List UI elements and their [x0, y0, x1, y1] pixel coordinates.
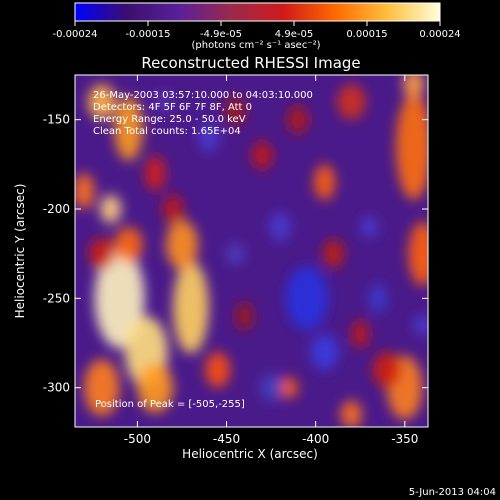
heatmap-blob [395, 93, 428, 200]
y-axis: -150 -200 -250 -300 [43, 113, 428, 395]
colorbar-ticks: -0.00024 -0.00015 -4.9e-05 4.9e-05 0.00015 0.… [53, 21, 461, 40]
info-text: 26-May-2003 03:57:10.000 to 04:03:10.000… [93, 90, 313, 137]
heatmap-blob [369, 284, 387, 313]
heatmap-blob [413, 314, 428, 336]
y-tick-label: -250 [43, 291, 70, 305]
colorbar-frame [74, 2, 441, 22]
peak-label: Position of Peak = [-505,-255] [95, 399, 245, 410]
x-axis-label: Heliocentric X (arcsec) [182, 447, 318, 461]
x-tick-label: -350 [391, 432, 418, 446]
heatmap-blob [144, 155, 166, 192]
heatmap-blob [162, 194, 184, 224]
heatmap-blob [269, 212, 291, 242]
heatmap-blob [165, 219, 198, 270]
heatmap-blob [137, 362, 174, 413]
y-tick-label: -300 [43, 381, 70, 395]
heatmap-blob [173, 261, 209, 354]
heatmap-blob [226, 243, 245, 265]
heatmap-blob [337, 84, 366, 120]
heatmap-blob [83, 359, 120, 417]
heatmap-blob [114, 226, 143, 263]
x-tick-label: -500 [124, 432, 151, 446]
heatmap-blob [280, 377, 298, 399]
y-axis-label: Heliocentric Y (arcsec) [13, 184, 27, 319]
heatmap-blob [310, 334, 339, 370]
heatmap-blob [99, 194, 122, 224]
heatmap-blob [89, 237, 115, 270]
heatmap-blob [205, 352, 231, 388]
colorbar-tick-label: 0.00015 [346, 29, 387, 40]
colorbar-units: (photons cm⁻² s⁻¹ asec⁻²) [191, 40, 320, 51]
footer-date: 5-Jun-2013 04:04 [409, 487, 496, 498]
heatmap-blob [235, 301, 254, 331]
heatmap-blob [360, 216, 379, 238]
x-tick-label: -450 [213, 432, 240, 446]
colorbar-tick-label: -0.00024 [53, 29, 98, 40]
info-line: Clean Total counts: 1.65E+04 [93, 126, 241, 137]
heatmap-blob [408, 221, 428, 286]
plot-frame [74, 74, 429, 428]
x-axis: -500 -450 -400 -350 [124, 75, 418, 446]
heatmap-blob [87, 84, 116, 120]
heatmap-blob [313, 164, 336, 201]
heatmap-blob [260, 373, 282, 402]
info-line: Energy Range: 25.0 - 50.0 keV [93, 114, 246, 125]
heatmap-blob [285, 266, 329, 331]
heatmap-blob [287, 105, 309, 134]
colorbar-tick-label: 0.00024 [419, 29, 460, 40]
chart-title: Reconstructed RHESSI Image [141, 54, 360, 72]
heatmap-blob [251, 141, 273, 170]
heatmap-blob [198, 123, 220, 152]
info-line: 26-May-2003 03:57:10.000 to 04:03:10.000 [93, 90, 313, 101]
heatmap-blob [322, 239, 345, 268]
colorbar-tick-label: -0.00015 [126, 29, 171, 40]
heatmap-blob [114, 96, 143, 161]
y-tick-label: -150 [43, 113, 70, 127]
heatmap-blob [372, 352, 402, 388]
heatmap-blob [224, 96, 247, 125]
heatmap-blob [75, 173, 95, 209]
heatmap-blob [403, 75, 425, 99]
heatmap-blob [340, 400, 363, 427]
colorbar-tick-label: 4.9e-05 [275, 29, 313, 40]
heatmap-blob [94, 248, 145, 349]
x-tick-label: -400 [302, 432, 329, 446]
colorbar-tick-label: -4.9e-05 [200, 29, 242, 40]
colorbar [75, 3, 440, 21]
heatmap-blob [155, 91, 174, 113]
info-line: Detectors: 4F 5F 6F 7F 8F, Att 0 [93, 102, 252, 113]
y-tick-label: -200 [43, 202, 70, 216]
heatmap-blob [351, 319, 370, 349]
heatmap-image [75, 75, 428, 427]
